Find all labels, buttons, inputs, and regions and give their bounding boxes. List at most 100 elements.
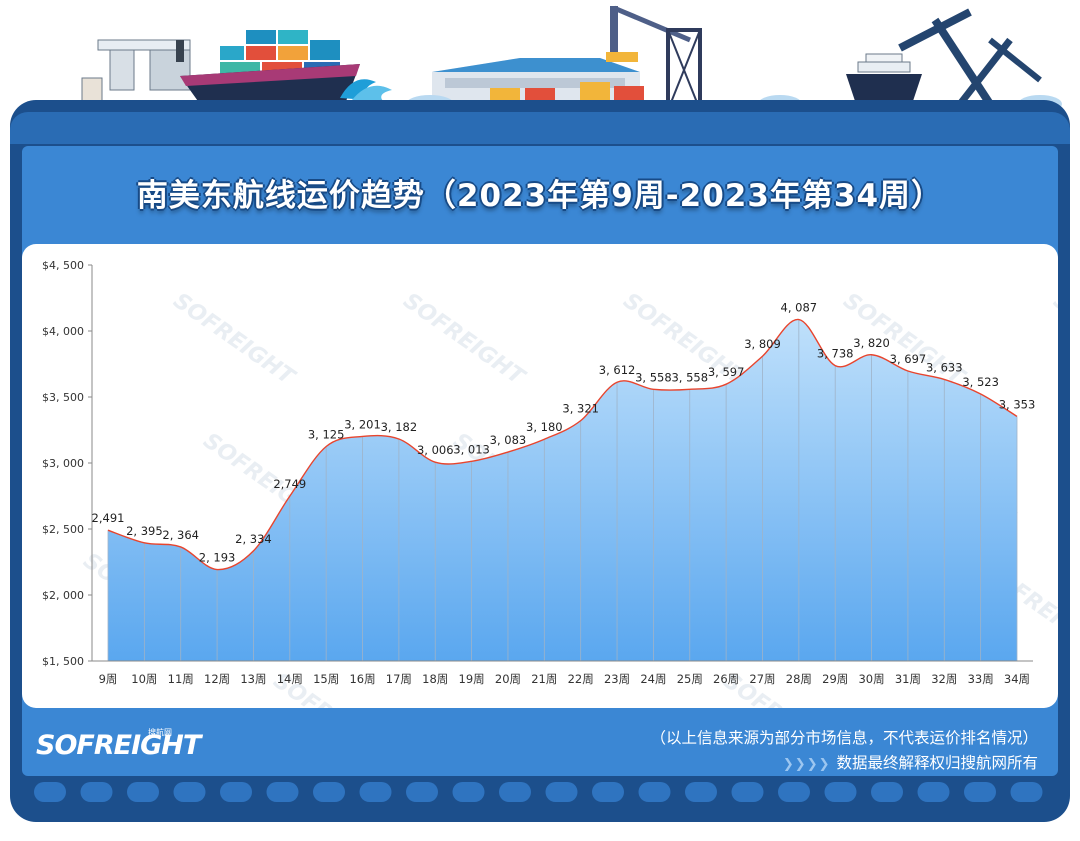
y-tick-label: $3, 500 [42,391,84,404]
data-label: 3, 321 [562,402,599,416]
sofreight-logo: SOFREIGHT [36,730,201,761]
y-tick-label: $3, 000 [42,457,84,470]
data-label: 2, 334 [235,532,272,546]
data-label: 3, 820 [853,336,890,350]
scallop-shape [266,782,299,802]
data-label: 3, 809 [744,337,781,351]
scallop-shape [80,782,113,802]
x-tick-label: 15周 [313,672,339,686]
x-tick-label: 14周 [277,672,303,686]
x-tick-label: 11周 [168,672,194,686]
x-tick-label: 12周 [204,672,230,686]
data-label: 3, 523 [962,375,999,389]
x-tick-label: 19周 [459,672,485,686]
data-label: 3, 612 [599,363,636,377]
x-tick-label: 16周 [349,672,375,686]
scallop-shape [34,782,66,802]
chart-card: SOFREIGHT SOFREIGHT SOFREIGHT SOFREIGHT SOFR… [22,244,1080,771]
watermark-text: SOFREIGHT [169,288,301,391]
scallop-shape [638,782,671,802]
data-label: 2,491 [92,511,125,525]
dock-crane-icon [898,8,1042,107]
data-label: 3, 558 [671,370,708,384]
data-label: 3, 180 [526,420,563,434]
data-label: 2, 193 [199,551,236,565]
scallop-shape [173,782,206,802]
scallop-shape [545,782,578,802]
sofreight-logo-subtitle: 搜航网 [148,728,172,737]
x-tick-label: 29周 [822,672,848,686]
data-label: 3, 697 [890,352,927,366]
watermark-text: SOFREIGHT [1049,288,1058,391]
data-label: 3, 558 [635,370,672,384]
data-label: 2, 364 [162,528,199,542]
scallop-shape [964,782,996,802]
data-label: 3, 013 [453,442,490,456]
y-tick-label: $1, 500 [42,655,84,668]
x-tick-label: 21周 [531,672,557,686]
series-line [107,318,1018,571]
bottom-scallop-border [34,782,1043,802]
scallop-shape [824,782,857,802]
x-tick-label: 10周 [131,672,157,686]
data-label: 3, 738 [817,347,854,361]
x-tick-label: 13周 [240,672,266,686]
data-label: 2, 395 [126,524,163,538]
scallop-shape [359,782,392,802]
x-tick-label: 22周 [568,672,594,686]
y-tick-label: $4, 500 [42,259,84,272]
x-tick-label: 24周 [640,672,666,686]
data-label: 4, 087 [781,301,818,315]
cruise-ship-icon [846,53,922,104]
rights-note-text: 数据最终解释权归搜航网所有 [836,754,1038,772]
data-label: 3, 597 [708,365,745,379]
data-label: 3, 083 [490,433,527,447]
x-tick-label: 30周 [858,672,884,686]
scallop-shape [406,782,438,802]
x-tick-label: 23周 [604,672,630,686]
x-tick-label: 26周 [713,672,739,686]
scallop-shape [917,782,950,802]
watermark-text: SOFREIGHT [399,288,531,391]
freight-rate-area-chart: SOFREIGHT SOFREIGHT SOFREIGHT SOFREIGHT SOFR… [42,259,1080,771]
rights-note: ❯❯❯❯ 数据最终解释权归搜航网所有 [783,751,1038,773]
x-tick-label: 25周 [677,672,703,686]
scallop-shape [220,782,252,802]
header-illustration [81,5,1062,112]
scallop-shape [499,782,531,802]
x-tick-label: 17周 [386,672,412,686]
scallop-shape [313,782,345,802]
data-label: 3, 353 [999,397,1036,411]
scallop-shape [1010,782,1043,802]
scallop-shape [592,782,624,802]
x-tick-label: 28周 [786,672,812,686]
x-tick-label: 32周 [931,672,957,686]
x-tick-label: 18周 [422,672,448,686]
data-label: 3, 201 [344,417,381,431]
data-label: 3, 633 [926,360,963,374]
y-tick-label: $2, 000 [42,589,84,602]
x-tick-label: 33周 [968,672,994,686]
data-label: 3, 182 [381,420,418,434]
wave-icon [340,79,392,104]
cargo-ship-icon [180,30,360,104]
data-label: 3, 125 [308,428,345,442]
page-title: 南美东航线运价趋势（2023年第9周-2023年第34周） [136,178,944,214]
series-area [108,319,1017,661]
y-tick-label: $4, 000 [42,325,84,338]
scallop-shape [452,782,485,802]
scallop-shape [127,782,159,802]
port-crane-icon [81,39,191,103]
scallop-shape [685,782,717,802]
chevron-right-icon: ❯❯❯❯ [782,757,831,772]
x-tick-label: 31周 [895,672,921,686]
scallop-shape [871,782,903,802]
data-label: 3, 006 [417,443,454,457]
scallop-shape [731,782,764,802]
x-tick-label: 20周 [495,672,521,686]
data-label: 2,749 [273,477,306,491]
warehouse-icon [432,58,644,100]
x-tick-label: 9周 [99,672,118,686]
x-tick-label: 27周 [749,672,775,686]
x-tick-label: 34周 [1004,672,1030,686]
